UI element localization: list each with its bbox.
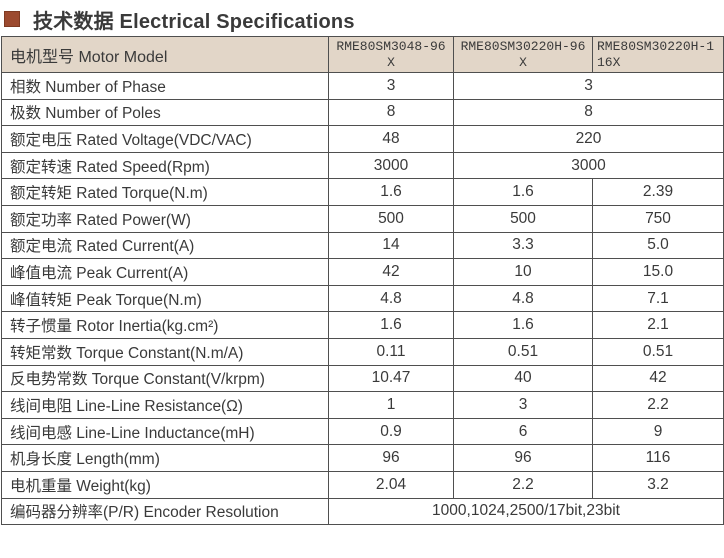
spec-value: 40 [453, 364, 593, 393]
spec-value: 8 [328, 98, 454, 127]
row-label: 机身长度 Length(mm) [1, 444, 329, 472]
spec-value: 10 [453, 258, 593, 286]
spec-value: 0.51 [453, 337, 593, 366]
spec-value: 0.51 [592, 337, 724, 366]
spec-value: 96 [328, 444, 454, 472]
row-label: 转矩常数 Torque Constant(N.m/A) [1, 337, 329, 366]
spec-value: 96 [453, 444, 593, 472]
spec-value: 0.11 [328, 337, 454, 366]
spec-value: 4.8 [453, 284, 593, 313]
spec-value: 1 [328, 391, 454, 419]
table-row: 峰值电流 Peak Current(A) 42 10 15.0 [1, 258, 724, 286]
section-bullet-icon [4, 11, 20, 27]
table-row: 机身长度 Length(mm) 96 96 116 [1, 444, 724, 472]
column-header-model-1: RME80SM3048-96X [328, 36, 454, 73]
row-label: 峰值转矩 Peak Torque(N.m) [1, 284, 329, 313]
spec-value: 2.2 [592, 391, 724, 419]
row-label: 额定功率 Rated Power(W) [1, 204, 329, 233]
spec-value: 2.04 [328, 470, 454, 499]
spec-value: 3000 [453, 151, 724, 180]
spec-value: 8 [453, 98, 724, 127]
spec-value: 1000,1024,2500/17bit,23bit [328, 497, 724, 526]
spec-sheet: 技术数据 Electrical Specifications 电机型号 Moto… [0, 0, 724, 526]
spec-value: 1.6 [453, 311, 593, 339]
row-label: 极数 Number of Poles [1, 98, 329, 127]
spec-value: 48 [328, 125, 454, 153]
spec-value: 750 [592, 204, 724, 233]
table-header-row: 电机型号 Motor Model RME80SM3048-96X RME80SM… [1, 36, 724, 73]
column-header-motor-model: 电机型号 Motor Model [1, 36, 329, 73]
spec-value: 3.2 [592, 470, 724, 499]
row-label: 峰值电流 Peak Current(A) [1, 258, 329, 286]
row-label: 相数 Number of Phase [1, 72, 329, 100]
row-label: 额定转矩 Rated Torque(N.m) [1, 178, 329, 206]
spec-value: 2.2 [453, 470, 593, 499]
spec-table-body: 相数 Number of Phase 3 3 极数 Number of Poles 8 8… [1, 72, 724, 526]
table-row: 线间电感 Line-Line Inductance(mH) 0.9 6 9 [1, 417, 724, 446]
spec-value: 3 [328, 72, 454, 100]
row-label: 线间电感 Line-Line Inductance(mH) [1, 417, 329, 446]
spec-value: 2.1 [592, 311, 724, 339]
table-row: 额定电流 Rated Current(A) 14 3.3 5.0 [1, 231, 724, 260]
spec-value: 3.3 [453, 231, 593, 260]
spec-value: 42 [592, 364, 724, 393]
spec-value: 4.8 [328, 284, 454, 313]
column-header-model-2: RME80SM30220H-96X [453, 36, 593, 73]
spec-value: 1.6 [328, 311, 454, 339]
row-label: 编码器分辨率(P/R) Encoder Resolution [1, 497, 329, 526]
page-title: 技术数据 Electrical Specifications [33, 10, 355, 33]
row-label: 电机重量 Weight(kg) [1, 470, 329, 499]
table-row: 峰值转矩 Peak Torque(N.m) 4.8 4.8 7.1 [1, 284, 724, 313]
spec-value: 7.1 [592, 284, 724, 313]
spec-value: 14 [328, 231, 454, 260]
table-row: 相数 Number of Phase 3 3 [1, 72, 724, 100]
column-header-model-3: RME80SM30220H-116X [592, 36, 724, 73]
spec-value: 42 [328, 258, 454, 286]
table-row: 编码器分辨率(P/R) Encoder Resolution 1000,1024,… [1, 497, 724, 526]
row-label: 线间电阻 Line-Line Resistance(Ω) [1, 391, 329, 419]
spec-value: 10.47 [328, 364, 454, 393]
table-row: 转子惯量 Rotor Inertia(kg.cm²) 1.6 1.6 2.1 [1, 311, 724, 339]
spec-value: 500 [328, 204, 454, 233]
table-row: 额定功率 Rated Power(W) 500 500 750 [1, 204, 724, 233]
spec-value: 2.39 [592, 178, 724, 206]
spec-value: 116 [592, 444, 724, 472]
table-row: 反电势常数 Torque Constant(V/krpm) 10.47 40 42 [1, 364, 724, 393]
spec-value: 9 [592, 417, 724, 446]
spec-value: 0.9 [328, 417, 454, 446]
spec-value: 1.6 [328, 178, 454, 206]
table-row: 电机重量 Weight(kg) 2.04 2.2 3.2 [1, 470, 724, 499]
spec-value: 15.0 [592, 258, 724, 286]
section-header: 技术数据 Electrical Specifications [0, 0, 724, 36]
table-row: 转矩常数 Torque Constant(N.m/A) 0.11 0.51 0.51 [1, 337, 724, 366]
row-label: 额定电压 Rated Voltage(VDC/VAC) [1, 125, 329, 153]
spec-value: 6 [453, 417, 593, 446]
table-row: 额定转速 Rated Speed(Rpm) 3000 3000 [1, 151, 724, 180]
spec-value: 3 [453, 391, 593, 419]
spec-table: 电机型号 Motor Model RME80SM3048-96X RME80SM… [1, 36, 724, 526]
spec-value: 5.0 [592, 231, 724, 260]
row-label: 反电势常数 Torque Constant(V/krpm) [1, 364, 329, 393]
table-row: 极数 Number of Poles 8 8 [1, 98, 724, 127]
spec-value: 220 [453, 125, 724, 153]
row-label: 转子惯量 Rotor Inertia(kg.cm²) [1, 311, 329, 339]
spec-value: 3000 [328, 151, 454, 180]
spec-value: 500 [453, 204, 593, 233]
table-row: 额定电压 Rated Voltage(VDC/VAC) 48 220 [1, 125, 724, 153]
row-label: 额定电流 Rated Current(A) [1, 231, 329, 260]
spec-value: 1.6 [453, 178, 593, 206]
row-label: 额定转速 Rated Speed(Rpm) [1, 151, 329, 180]
table-row: 线间电阻 Line-Line Resistance(Ω) 1 3 2.2 [1, 391, 724, 419]
table-row: 额定转矩 Rated Torque(N.m) 1.6 1.6 2.39 [1, 178, 724, 206]
spec-value: 3 [453, 72, 724, 100]
